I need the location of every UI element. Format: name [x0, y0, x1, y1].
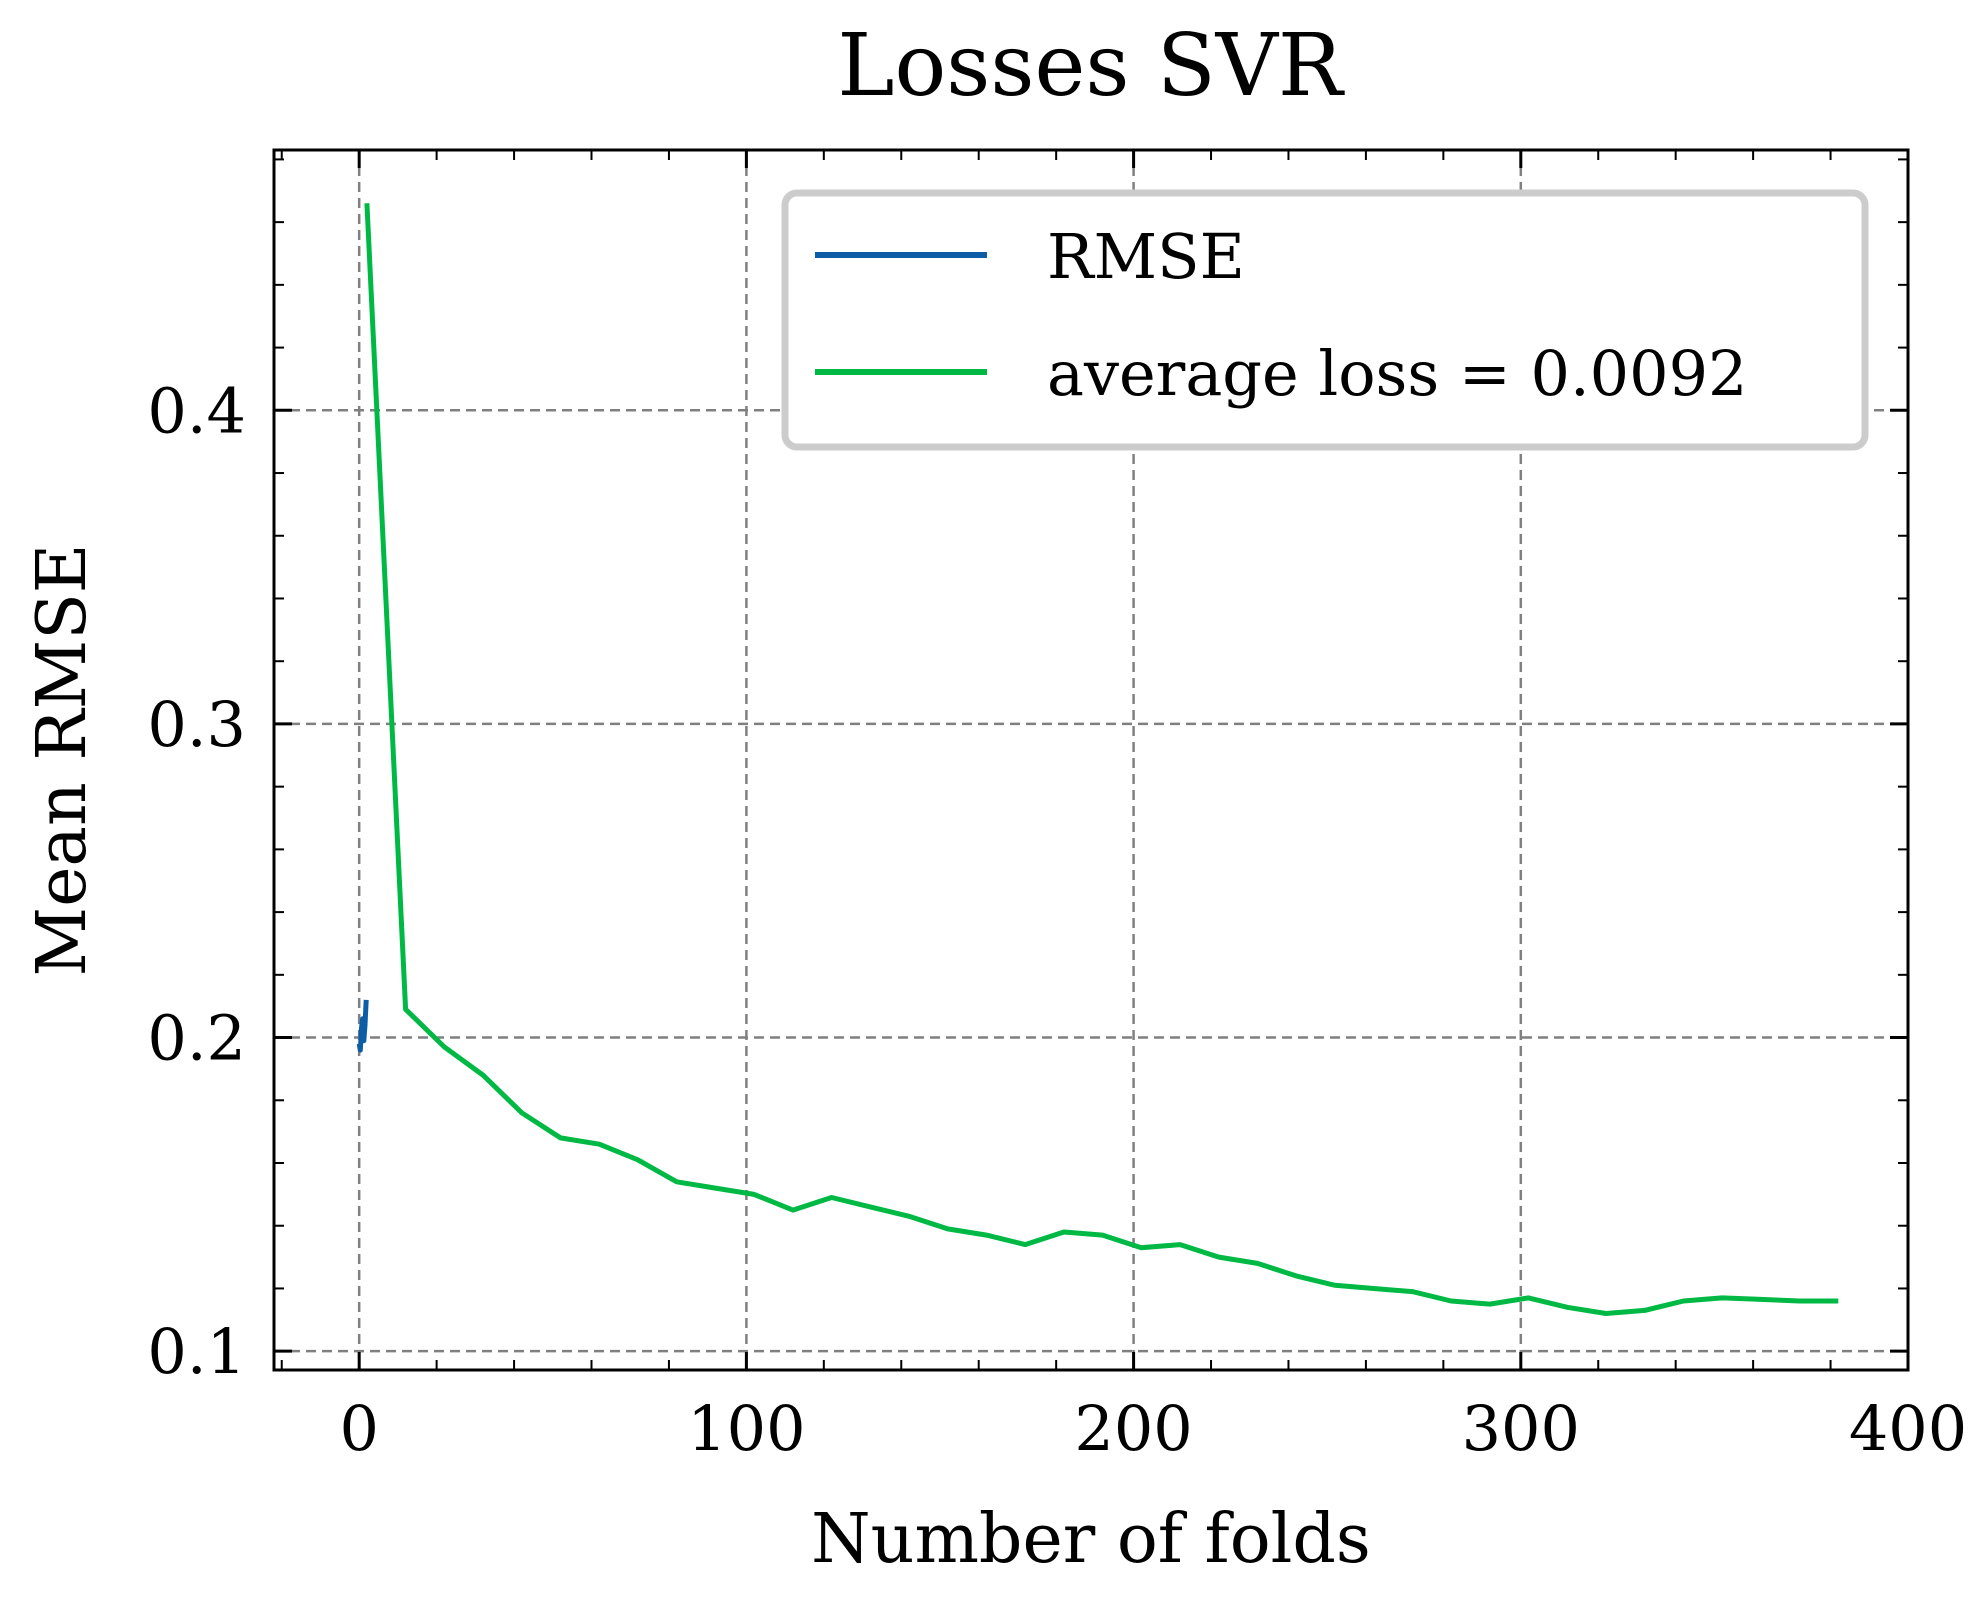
y-tick-label: 0.1 — [147, 1315, 246, 1388]
x-tick-label: 200 — [1074, 1392, 1192, 1465]
x-tick-label: 100 — [687, 1392, 805, 1465]
series-line-1 — [364, 203, 1839, 1316]
x-tick-label: 300 — [1462, 1392, 1580, 1465]
y-axis-label: Mean RMSE — [23, 544, 102, 977]
series-group — [356, 203, 1839, 1316]
plot-frame — [272, 148, 1910, 1372]
x-tick-label: 400 — [1849, 1392, 1967, 1465]
legend: RMSE average loss = 0.0092 — [781, 189, 1869, 451]
x-axis-label: Number of folds — [811, 1500, 1371, 1579]
legend-label-average-loss: average loss = 0.0092 — [1047, 337, 1747, 410]
y-tick-label: 0.4 — [147, 374, 246, 447]
legend-box — [781, 189, 1869, 451]
chart-title: Losses SVR — [837, 16, 1345, 116]
y-tick-label: 0.3 — [147, 688, 246, 761]
series-line-0 — [356, 999, 369, 1053]
tick-labels: 0 100 200 300 400 0.1 0.2 0.3 0.4 — [147, 374, 1967, 1465]
ticks — [274, 150, 1910, 1370]
y-tick-label: 0.2 — [147, 1002, 246, 1075]
legend-label-rmse: RMSE — [1047, 220, 1245, 293]
grid — [274, 150, 1908, 1370]
x-tick-label: 0 — [339, 1392, 378, 1465]
